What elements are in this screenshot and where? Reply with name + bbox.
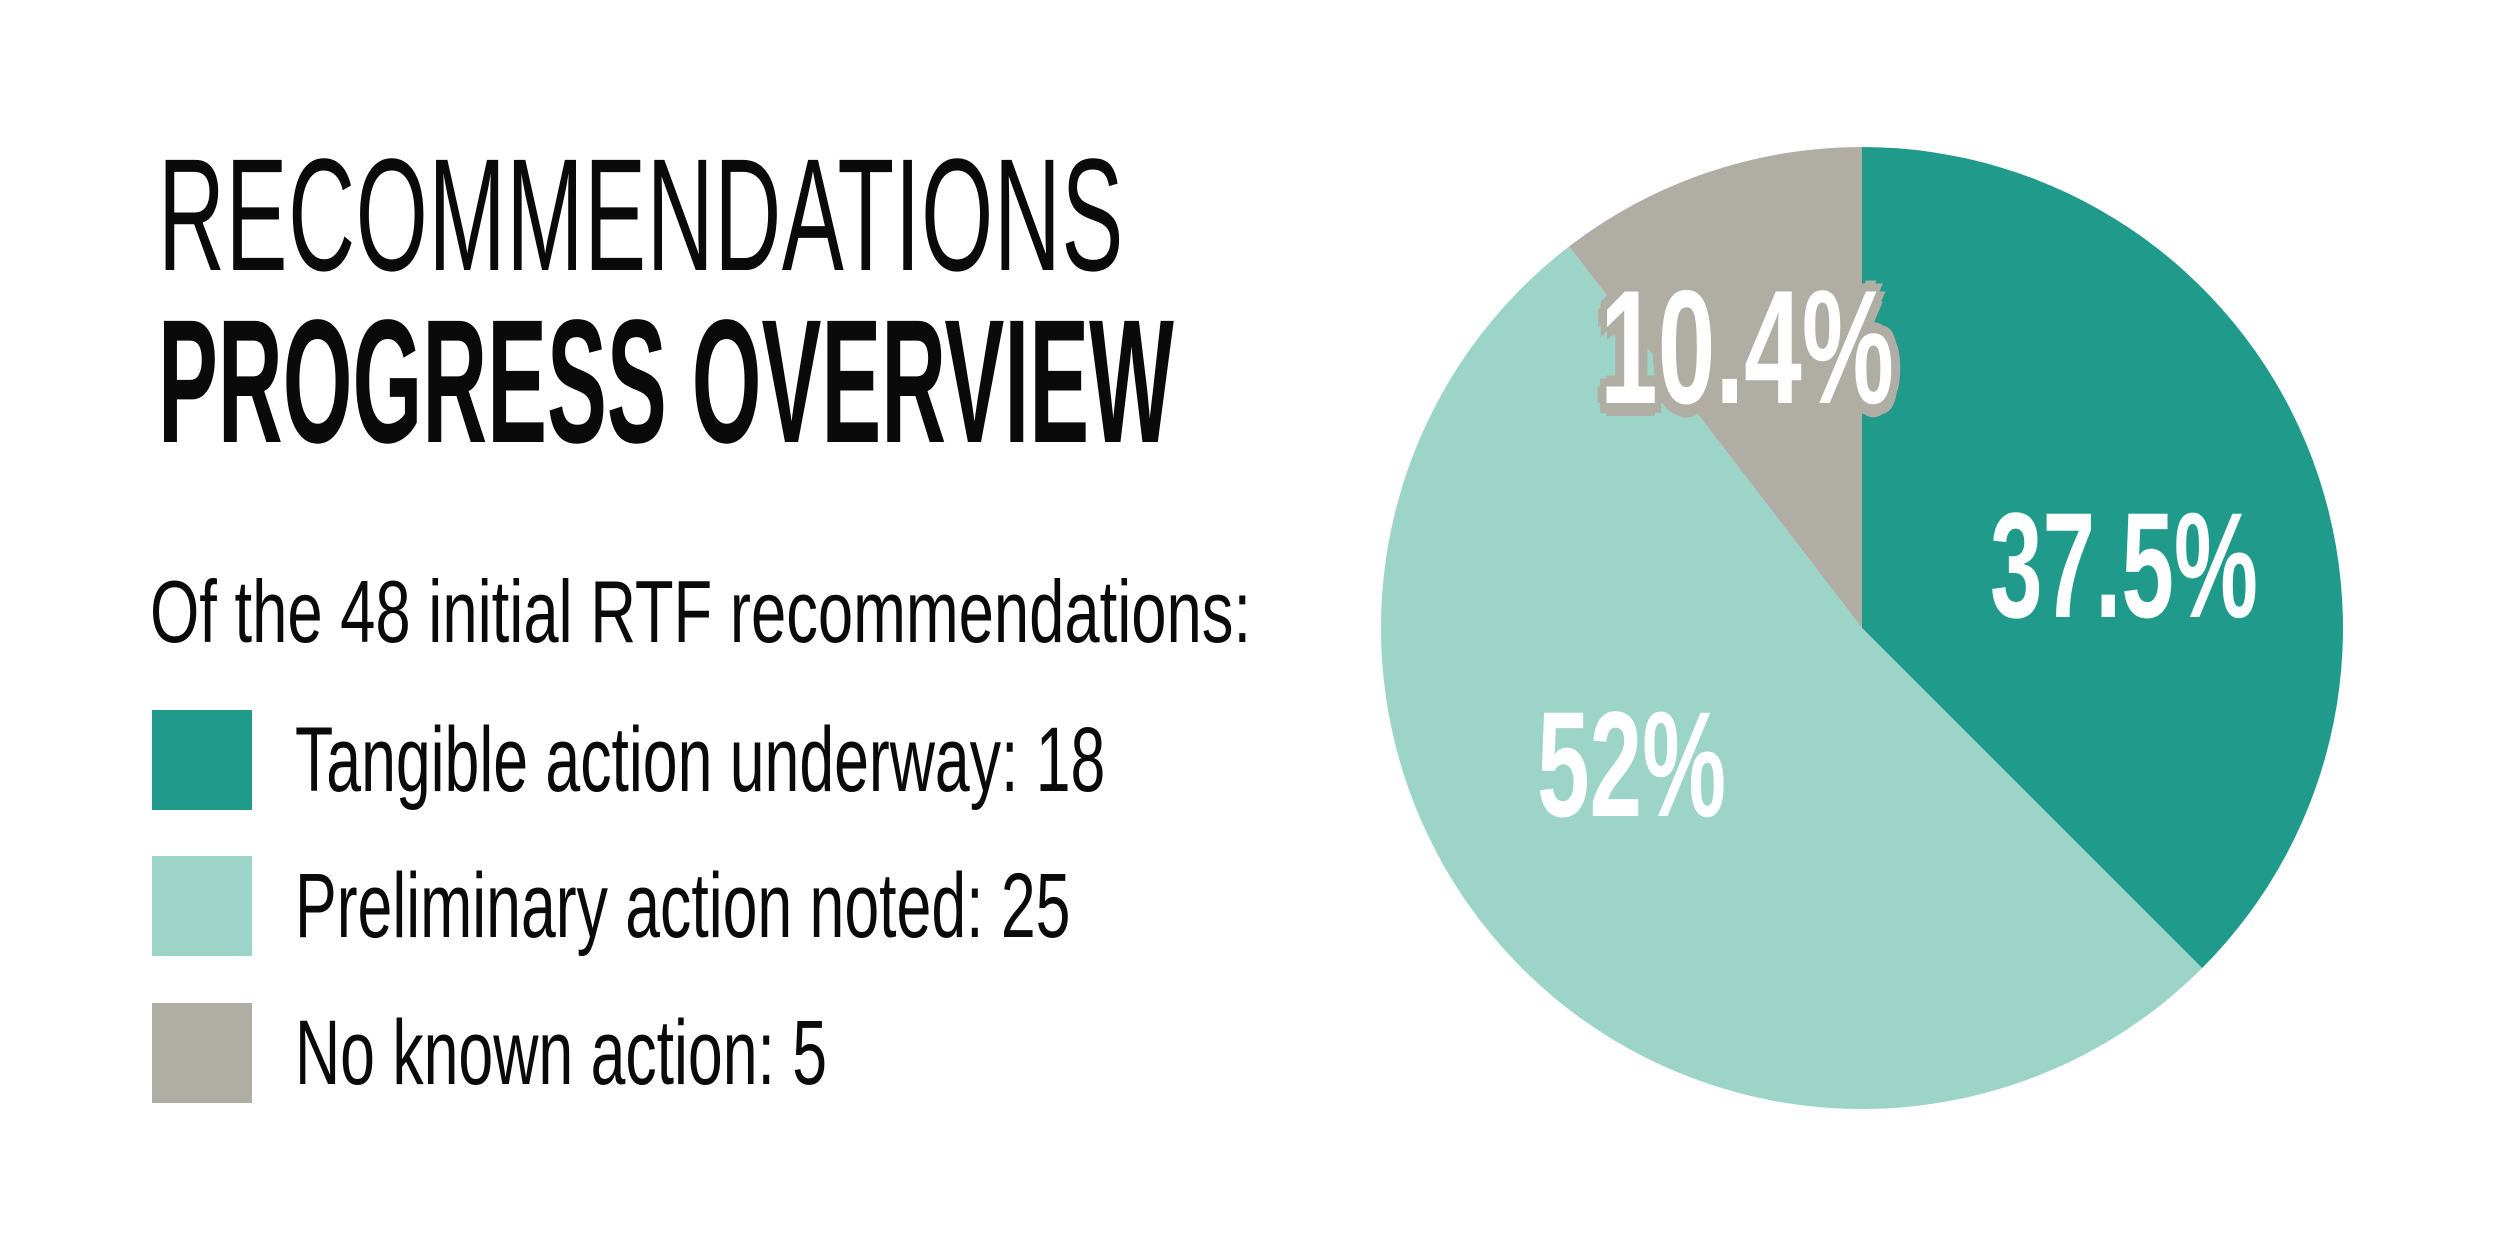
legend-swatch-tangible	[152, 710, 252, 810]
pie-chart	[1381, 147, 2343, 1109]
pie-slice-0	[1862, 147, 2343, 969]
page-title-line1: RECOMMENDATIONS	[158, 125, 1124, 304]
legend-label-preliminary: Preliminary action noted: 25	[295, 855, 1071, 957]
legend-label-none: No known action: 5	[295, 1002, 828, 1104]
pie-slice-1	[1381, 246, 2203, 1109]
legend-item-tangible: Tangible action underway: 18	[152, 710, 1487, 810]
legend-label-tangible: Tangible action underway: 18	[295, 709, 1106, 811]
pie-slice-2	[1569, 147, 1862, 628]
legend-swatch-none	[152, 1003, 252, 1103]
legend-item-preliminary: Preliminary action noted: 25	[152, 856, 1435, 956]
page-title-line2: PROGRESS OVERVIEW	[158, 284, 1174, 480]
legend-item-none: No known action: 5	[152, 1003, 1077, 1103]
chart-subtitle: Of the 48 initial RTF recommendations:	[150, 562, 1252, 661]
legend-swatch-preliminary	[152, 856, 252, 956]
pie-label-tangible: 37.5%	[1990, 481, 2258, 649]
pie-label-preliminary: 52%	[1537, 680, 1727, 848]
pie-label-none: 10.4%	[1600, 257, 1894, 438]
